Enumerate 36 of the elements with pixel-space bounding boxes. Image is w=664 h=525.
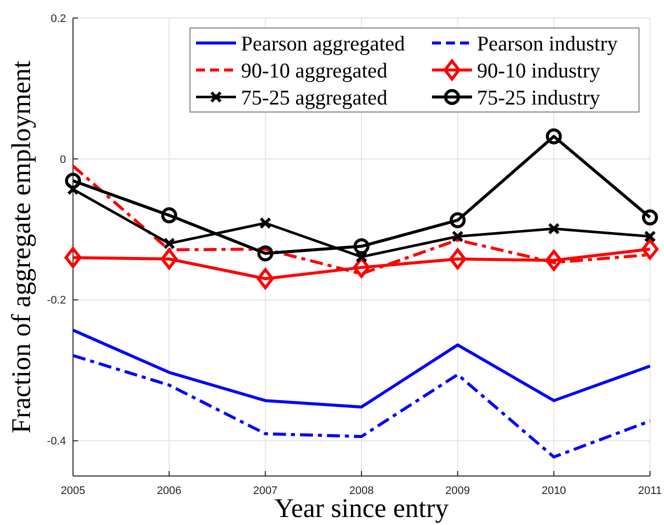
point <box>67 183 79 196</box>
point <box>65 172 81 189</box>
point <box>449 248 466 270</box>
y-tick-label: 0 <box>60 154 66 166</box>
point <box>64 247 82 268</box>
x-tick-label: 2010 <box>542 484 566 497</box>
x-tick-label: 2006 <box>156 484 182 497</box>
legend-label: 75-25 industry <box>477 85 601 110</box>
y-axis-title: Fraction of aggregate employment <box>6 60 36 434</box>
legend-label: 90-10 aggregated <box>241 58 388 82</box>
y-tick-label: 0.2 <box>50 12 66 25</box>
legend-label: Pearson aggregated <box>241 31 406 56</box>
line-series <box>72 328 652 408</box>
point <box>161 207 178 224</box>
point <box>257 245 274 262</box>
legend-label: 75-25 aggregated <box>241 85 388 110</box>
point <box>644 230 656 242</box>
point <box>452 230 464 242</box>
x-tick-label: 2011 <box>638 484 662 497</box>
point <box>354 238 370 254</box>
point <box>256 268 274 290</box>
legend-label: Pearson industry <box>477 31 618 56</box>
x-tick-label: 2005 <box>60 484 86 497</box>
y-tick-label: -0.2 <box>47 294 66 307</box>
y-tick-label: -0.4 <box>47 436 66 448</box>
line-series <box>72 354 652 458</box>
point <box>642 209 658 226</box>
point <box>546 128 562 144</box>
point <box>450 212 466 228</box>
legend-label: 90-10 industry <box>477 58 601 82</box>
point <box>548 222 560 235</box>
point <box>163 237 176 250</box>
point <box>545 250 562 271</box>
point <box>642 238 658 260</box>
point <box>259 217 272 230</box>
point <box>160 248 178 270</box>
